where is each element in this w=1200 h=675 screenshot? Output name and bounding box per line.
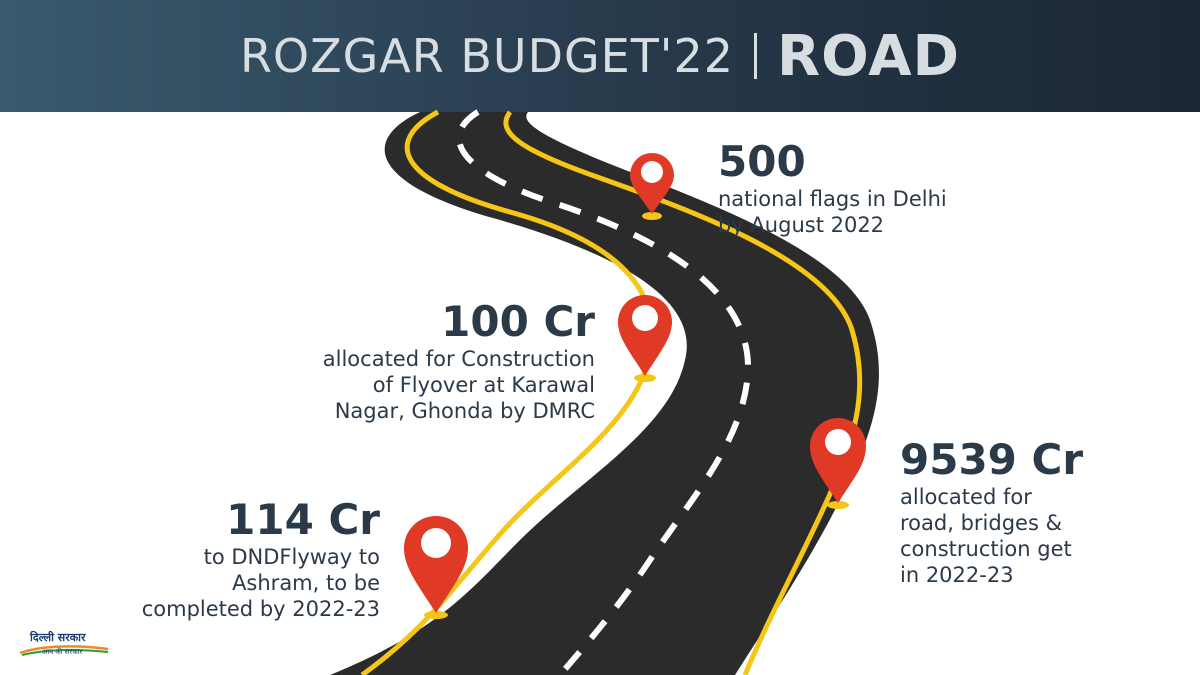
milestone-desc-line: completed by 2022-23 bbox=[141, 597, 380, 621]
road-edge-right bbox=[503, 110, 863, 675]
milestone-desc-line: road, bridges & bbox=[900, 511, 1062, 535]
header-topic: ROAD bbox=[776, 23, 961, 89]
milestone-desc-line: of Flyover at Karawal bbox=[372, 373, 595, 397]
milestone-desc-line: to DNDFlyway to bbox=[203, 545, 380, 569]
milestone-flyover: 100 Cr allocated for Construction of Fly… bbox=[250, 298, 595, 424]
milestone-value: 500 bbox=[718, 137, 806, 186]
milestone-dnd: 114 Cr to DNDFlyway to Ashram, to be com… bbox=[120, 496, 380, 622]
logo-tagline: आप की सरकार bbox=[42, 648, 83, 656]
location-pin-icon bbox=[810, 418, 866, 509]
milestone-desc-line: national flags in Delhi bbox=[718, 187, 947, 211]
milestone-roads: 9539 Cr allocated for road, bridges & co… bbox=[900, 436, 1190, 588]
milestone-desc-line: in 2022-23 bbox=[900, 563, 1014, 587]
milestone-value: 9539 Cr bbox=[900, 435, 1084, 484]
milestone-desc-line: Ashram, to be bbox=[232, 571, 380, 595]
milestone-value: 100 Cr bbox=[441, 297, 595, 346]
milestone-value: 114 Cr bbox=[226, 495, 380, 544]
location-pin-icon bbox=[618, 295, 672, 382]
milestone-desc-line: Nagar, Ghonda by DMRC bbox=[334, 399, 595, 423]
logo-title: दिल्ली सरकार bbox=[30, 631, 86, 644]
milestone-flags: 500 national flags in Delhi by August 20… bbox=[718, 138, 1018, 238]
header-divider bbox=[753, 33, 757, 79]
milestone-desc-line: allocated for bbox=[900, 485, 1032, 509]
location-pin-icon bbox=[404, 516, 468, 619]
header-banner: ROZGAR BUDGET'22 ROAD bbox=[0, 0, 1200, 112]
milestone-desc-line: allocated for Construction bbox=[322, 347, 595, 371]
milestone-desc-line: by August 2022 bbox=[718, 213, 885, 237]
header-title: ROZGAR BUDGET'22 bbox=[239, 29, 734, 83]
location-pin-icon bbox=[630, 153, 674, 220]
milestone-desc-line: construction get bbox=[900, 537, 1072, 561]
road-center-line bbox=[456, 109, 752, 675]
logo-swoosh-icon bbox=[19, 645, 109, 656]
road-surface bbox=[330, 112, 879, 675]
delhi-govt-logo: दिल्ली सरकार आप की सरकार bbox=[18, 630, 110, 660]
